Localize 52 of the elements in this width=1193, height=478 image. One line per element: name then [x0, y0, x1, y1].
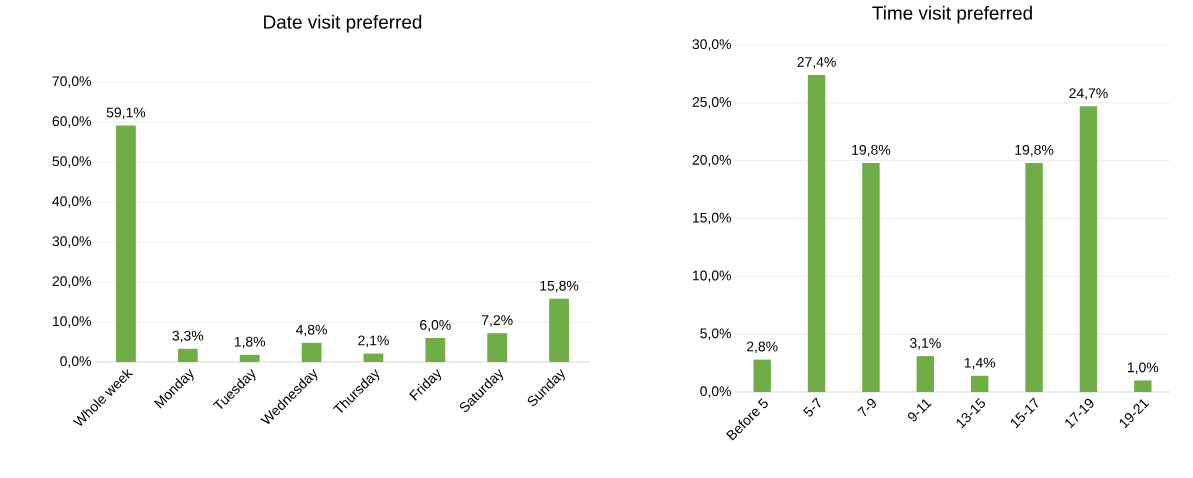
bar: [862, 162, 880, 392]
data-label: 1,0%: [1127, 362, 1159, 374]
y-tick-label: 0,0%: [700, 386, 731, 398]
y-tick-label: 25,0%: [692, 97, 731, 109]
data-label: 15,8%: [540, 280, 579, 293]
bar: [753, 359, 771, 392]
bar: [807, 75, 826, 392]
y-tick-label: 10,0%: [693, 270, 731, 283]
data-label: 3,1%: [909, 338, 941, 350]
x-tick-label: 7-9: [857, 398, 876, 417]
data-label: 59,1%: [106, 107, 146, 120]
y-tick-label: 30,0%: [692, 39, 731, 51]
y-tick-label: 30,0%: [52, 236, 91, 248]
y-tick-label: 70,0%: [52, 76, 91, 88]
bar: [970, 375, 989, 392]
chart-title: Date visit preferred: [264, 14, 422, 33]
data-label: 27,4%: [797, 57, 836, 69]
data-label: 4,8%: [295, 324, 327, 337]
y-tick-label: 20,0%: [692, 154, 731, 167]
bar: [1025, 162, 1043, 392]
bar: [1079, 106, 1098, 392]
y-tick-label: 10,0%: [52, 316, 91, 328]
bar: [363, 353, 384, 362]
bar: [487, 333, 508, 362]
bar: [425, 338, 446, 362]
bar: [916, 356, 935, 392]
data-label: 2,8%: [747, 341, 778, 354]
y-tick-label: 40,0%: [52, 196, 91, 208]
bar: [549, 298, 569, 362]
data-label: 19,8%: [852, 144, 891, 157]
y-tick-label: 0,0%: [60, 356, 91, 368]
bar: [239, 354, 260, 362]
y-tick-label: 60,0%: [52, 116, 91, 128]
data-label: 6,0%: [420, 319, 451, 332]
y-tick-label: 15,0%: [693, 212, 731, 225]
y-tick-label: 50,0%: [52, 156, 91, 168]
x-tick-label: 5-7: [803, 397, 821, 417]
y-tick-label: 5,0%: [700, 328, 731, 340]
bar: [116, 125, 136, 362]
x-tick-label: 9-11: [907, 399, 932, 422]
data-label: 1,4%: [964, 357, 996, 370]
bar: [1134, 380, 1152, 392]
chart-title: Time visit preferred: [872, 5, 1032, 24]
data-label: 1,8%: [234, 336, 266, 349]
data-label: 7,2%: [482, 315, 513, 327]
bar: [177, 348, 198, 362]
data-label: 19,8%: [1015, 144, 1054, 157]
data-label: 3,3%: [172, 330, 204, 343]
bar: [301, 342, 322, 362]
data-label: 2,1%: [358, 335, 389, 348]
y-tick-label: 20,0%: [52, 276, 91, 288]
data-label: 24,7%: [1069, 88, 1108, 100]
